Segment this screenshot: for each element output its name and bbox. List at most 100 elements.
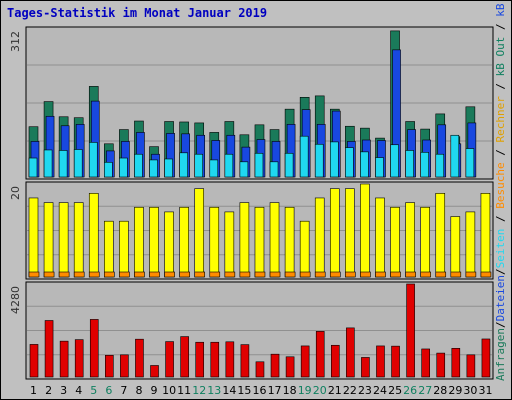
bar-rechner [375,197,385,278]
bar-rechner [224,211,235,278]
day-label: 14 [222,384,236,397]
day-label: 30 [463,384,477,397]
bar-besuche [224,271,236,278]
bar-besuche [329,271,341,278]
bar-rechner [58,202,69,278]
bar-besuche [88,271,100,278]
bar-seiten [134,153,143,178]
bar-besuche [58,271,70,278]
bar-seiten [73,149,83,178]
bar-rechner [28,197,39,278]
bar-rechner [345,188,355,278]
day-label: 9 [151,384,158,397]
day-label: 3 [60,384,67,397]
bar-seiten [284,152,294,178]
bar-seiten [375,157,384,178]
legend-entry: Rechner [494,96,507,143]
bar-besuche [284,271,296,278]
bar-seiten [314,143,324,178]
bar-besuche [450,271,462,278]
legend-entry: / [494,143,507,163]
day-label: 15 [237,384,251,397]
bar-besuche [465,271,477,278]
bar-kb [436,352,446,378]
bar-seiten [360,151,369,178]
day-label: 23 [358,384,372,397]
bar-kb [346,327,355,378]
bar-seiten [254,152,264,178]
legend-entry: / [494,17,507,37]
legend-entry: / [494,209,507,229]
bar-rechner [405,202,415,278]
legend-entry: kB Out [494,37,507,77]
bar-kb [406,283,415,378]
bar-besuche [119,271,130,278]
bar-kb [240,344,250,378]
bar-kb [270,353,280,378]
bar-kb [150,365,159,378]
bar-kb [285,356,295,378]
day-label: 8 [135,384,142,397]
day-label: 19 [298,384,312,397]
legend-entry: / [494,321,507,328]
bar-besuche [194,271,206,278]
bar-besuche [209,271,221,278]
legend-entry: / [494,268,507,275]
day-label: 5 [90,384,97,397]
bar-kb [44,320,54,378]
day-label: 1 [30,384,37,397]
bar-kb [135,338,144,378]
bar-besuche [345,271,356,278]
bar-kb [466,354,476,378]
bar-besuche [420,271,431,278]
bar-rechner [43,202,54,278]
bar-kb [451,348,461,378]
day-label: 29 [448,384,462,397]
bar-seiten [43,149,53,178]
bar-besuche [104,271,115,278]
bar-besuche [254,271,266,278]
bar-rechner [465,211,476,278]
day-label: 10 [162,384,176,397]
bar-seiten [299,135,309,178]
day-label: 28 [433,384,447,397]
bar-kb [225,341,235,378]
bar-kb [180,336,189,378]
legend-entry: / [494,76,507,96]
bar-kb [165,341,174,378]
bar-rechner [314,197,325,278]
legend-entry: Seiten [494,229,507,269]
bar-rechner [73,202,84,278]
bar-seiten [269,161,279,178]
bar-besuche [239,271,251,278]
bar-rechner [194,188,205,278]
day-label: 22 [343,384,357,397]
day-label: 17 [268,384,282,397]
bar-kb [330,344,340,378]
bar-seiten [224,153,234,178]
bar-seiten [88,142,98,178]
bar-besuche [375,271,386,278]
bar-seiten [104,161,113,178]
day-label: 12 [192,384,206,397]
bar-besuche [28,271,40,278]
bar-seiten [58,150,68,178]
bar-kb [376,345,385,378]
bar-seiten [179,152,188,178]
bar-rechner [134,206,144,278]
bar-kb [210,341,220,378]
bar-seiten [435,153,445,178]
bar-besuche [299,271,311,278]
bar-rechner [329,188,340,278]
bar-seiten [194,153,204,178]
bar-rechner [299,220,310,278]
bar-besuche [149,271,160,278]
day-label: 24 [373,384,387,397]
bar-besuche [43,271,55,278]
bar-besuche [360,271,371,278]
bar-seiten [329,141,339,178]
day-label: 11 [177,384,191,397]
bar-kb [300,345,310,378]
bar-kb [74,339,84,378]
